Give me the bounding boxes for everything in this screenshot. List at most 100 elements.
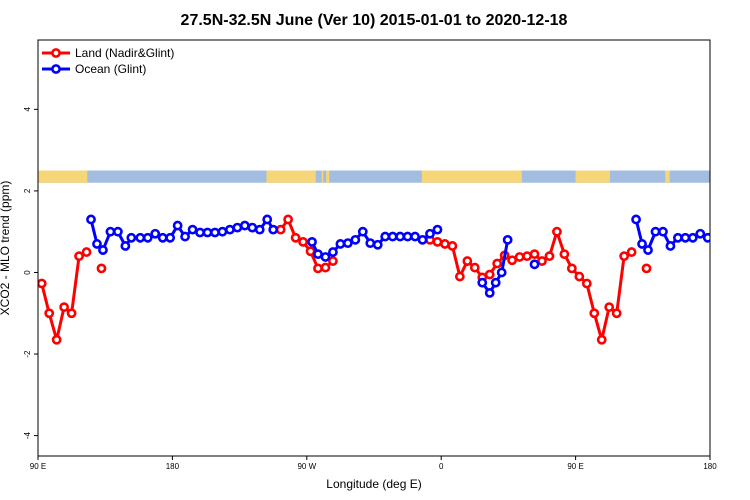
data-point (552, 226, 562, 237)
data-point (559, 249, 570, 260)
data-point (537, 256, 547, 266)
data-point (665, 241, 676, 251)
legend-marker (51, 48, 61, 58)
data-point (268, 224, 279, 235)
data-point (484, 287, 495, 298)
data-point (454, 271, 465, 282)
data-point (165, 232, 176, 243)
data-point (150, 228, 161, 239)
data-point (402, 231, 413, 242)
data-point (298, 236, 308, 247)
data-point (239, 220, 250, 231)
chart-title: 27.5N-32.5N June (Ver 10) 2015-01-01 to … (181, 12, 568, 29)
data-point (126, 232, 137, 243)
data-point (283, 214, 294, 225)
data-point (496, 267, 507, 278)
land-band (575, 170, 610, 183)
data-point (650, 226, 661, 237)
series-ocean (86, 214, 719, 298)
x-tick-label: 180 (166, 462, 180, 471)
data-point (335, 239, 346, 249)
data-point (637, 239, 647, 249)
data-point (529, 259, 540, 270)
data-point (320, 262, 331, 273)
y-tick-label: -2 (23, 350, 32, 358)
data-point (417, 234, 428, 245)
data-point (680, 232, 691, 243)
data-point (432, 224, 443, 235)
data-point (641, 263, 652, 274)
data-point (372, 239, 383, 250)
data-point (224, 224, 235, 235)
data-point (81, 247, 92, 257)
data-point (275, 224, 286, 235)
data-point (92, 239, 102, 249)
data-point (611, 308, 622, 319)
data-point (247, 222, 258, 233)
data-point (313, 263, 323, 274)
series-layer (38, 214, 719, 345)
data-point (38, 278, 47, 289)
data-point (395, 231, 406, 242)
y-tick-label: 0 (23, 270, 32, 275)
data-point (59, 302, 70, 313)
data-point (74, 251, 84, 262)
legend-label: Land (Nadir&Glint) (75, 46, 174, 60)
data-point (187, 224, 198, 235)
data-point (702, 232, 710, 243)
data-point (328, 256, 338, 266)
data-point (469, 262, 480, 273)
data-point (357, 226, 368, 237)
land-band (421, 170, 522, 183)
data-point (566, 263, 577, 274)
data-point (490, 277, 501, 288)
legend-label: Ocean (Glint) (75, 62, 146, 76)
y-tick-label: 2 (23, 188, 32, 193)
data-point (574, 271, 585, 282)
data-point (589, 308, 600, 319)
data-point (180, 231, 190, 242)
data-point (544, 251, 555, 262)
data-point (380, 231, 391, 242)
data-point (66, 308, 77, 319)
x-tick-label: 90 E (567, 462, 583, 471)
data-point (462, 256, 473, 266)
data-point (477, 277, 488, 288)
data-point (432, 236, 443, 247)
x-tick-label: 90 W (297, 462, 316, 471)
data-point (44, 308, 55, 319)
legend-marker (51, 64, 61, 74)
data-point (202, 227, 213, 238)
data-point (328, 247, 338, 257)
data-point (195, 227, 205, 238)
data-point (695, 228, 706, 239)
data-point (626, 247, 637, 257)
data-point (112, 226, 123, 237)
y-tick-label: -4 (23, 432, 32, 440)
land-band (321, 170, 324, 183)
y-axis-label: XCO2 - MLO trend (ppm) (0, 181, 12, 316)
data-point (105, 226, 116, 237)
series-line (40, 250, 88, 342)
data-point (232, 222, 243, 233)
data-point (172, 220, 183, 231)
data-point (350, 234, 361, 245)
land-band (665, 170, 670, 183)
data-point (217, 226, 228, 237)
data-point (410, 231, 420, 242)
data-point (307, 236, 317, 247)
data-point (440, 239, 450, 249)
map-strip (38, 170, 710, 183)
x-tick-label: 90 E (30, 462, 46, 471)
data-point (290, 232, 301, 243)
data-point (365, 238, 376, 249)
data-point (687, 232, 698, 243)
land-band (266, 170, 316, 183)
data-point (712, 234, 719, 241)
data-point (425, 228, 435, 239)
legend: Land (Nadir&Glint) Ocean (Glint) (42, 46, 174, 76)
y-tick-label: 4 (23, 107, 32, 112)
y-axis: -4 -2 0 2 4 (23, 107, 38, 440)
legend-item: Ocean (Glint) (42, 62, 146, 76)
